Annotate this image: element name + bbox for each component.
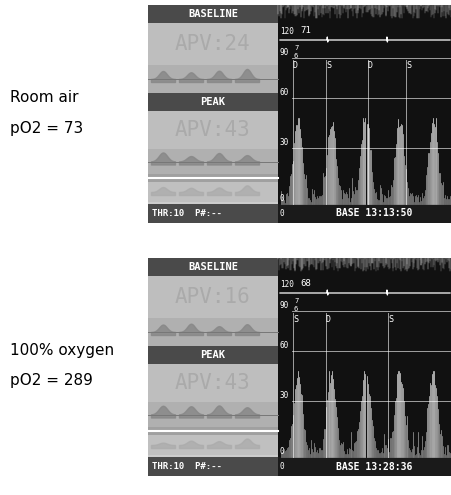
Text: 100% oxygen: 100% oxygen xyxy=(10,344,114,358)
Text: THR:10  P#:--: THR:10 P#:-- xyxy=(152,209,221,218)
Bar xyxy=(0,5,147,223)
Text: APV:24: APV:24 xyxy=(175,34,250,54)
Text: 7: 7 xyxy=(293,45,298,51)
Text: 0: 0 xyxy=(279,209,284,218)
Text: S: S xyxy=(405,61,410,70)
Text: 6: 6 xyxy=(293,53,298,59)
Bar xyxy=(147,149,277,174)
Text: APV:43: APV:43 xyxy=(175,373,250,393)
Text: S: S xyxy=(387,314,392,324)
Text: PEAK: PEAK xyxy=(200,97,225,107)
Text: D: D xyxy=(292,61,297,70)
Bar xyxy=(147,435,277,455)
Bar xyxy=(277,204,451,223)
Bar xyxy=(147,93,277,111)
Text: 0: 0 xyxy=(279,447,284,456)
Bar xyxy=(147,258,277,476)
Bar xyxy=(277,258,451,476)
Text: pO2 = 73: pO2 = 73 xyxy=(10,120,83,136)
Text: 0: 0 xyxy=(279,462,284,471)
Bar xyxy=(147,23,277,65)
Bar xyxy=(147,318,277,346)
Bar xyxy=(147,5,277,23)
Text: 30: 30 xyxy=(279,391,289,400)
Bar xyxy=(147,204,277,223)
Bar xyxy=(147,457,277,476)
Text: 68: 68 xyxy=(299,279,310,288)
Bar xyxy=(147,111,277,149)
Bar xyxy=(147,182,277,202)
Text: Room air: Room air xyxy=(10,91,78,105)
Bar xyxy=(147,427,277,435)
Text: 60: 60 xyxy=(279,88,289,97)
Bar xyxy=(147,346,277,364)
Text: 90: 90 xyxy=(279,301,289,310)
Bar xyxy=(147,402,277,427)
Bar xyxy=(0,258,147,476)
Bar xyxy=(277,457,451,476)
Text: BASE 13:28:36: BASE 13:28:36 xyxy=(335,461,411,472)
Bar xyxy=(277,5,451,223)
Text: BASELINE: BASELINE xyxy=(188,9,238,19)
Text: 120: 120 xyxy=(279,27,293,36)
Text: D: D xyxy=(325,314,330,324)
Text: BASELINE: BASELINE xyxy=(188,262,238,272)
Bar xyxy=(147,5,277,223)
Bar xyxy=(147,276,277,318)
Text: 0: 0 xyxy=(279,194,284,203)
Text: APV:16: APV:16 xyxy=(175,287,250,307)
Bar xyxy=(147,174,277,182)
Text: 60: 60 xyxy=(279,341,289,350)
Text: 120: 120 xyxy=(279,280,293,289)
Text: 6: 6 xyxy=(293,306,298,312)
Text: BASE 13:13:50: BASE 13:13:50 xyxy=(335,208,411,218)
Text: 71: 71 xyxy=(299,26,310,35)
Text: pO2 = 289: pO2 = 289 xyxy=(10,374,92,389)
Bar xyxy=(147,364,277,402)
Bar xyxy=(147,65,277,93)
Text: 30: 30 xyxy=(279,138,289,147)
Text: 7: 7 xyxy=(293,298,298,304)
Bar xyxy=(147,258,277,276)
Text: S: S xyxy=(325,61,330,70)
Text: D: D xyxy=(367,61,372,70)
Text: S: S xyxy=(292,314,297,324)
Text: APV:43: APV:43 xyxy=(175,120,250,140)
Text: 90: 90 xyxy=(279,48,289,57)
Text: THR:10  P#:--: THR:10 P#:-- xyxy=(152,462,221,471)
Text: PEAK: PEAK xyxy=(200,350,225,360)
